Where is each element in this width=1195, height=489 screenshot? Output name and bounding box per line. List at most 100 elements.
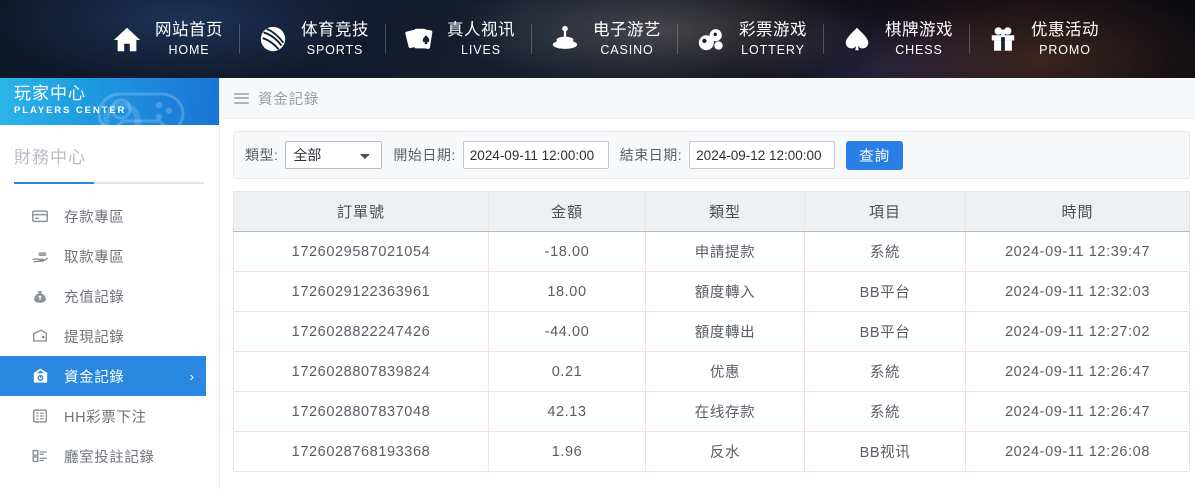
end-date-label: 結束日期: (619, 147, 683, 163)
nav-item-lives[interactable]: 真人视讯 LIVES (386, 11, 531, 67)
cell-time: 2024-09-11 12:26:08 (965, 431, 1190, 472)
sports-icon (256, 22, 290, 56)
nav-item-label-cn: 优惠活动 (1031, 21, 1099, 40)
cell-item: BB平台 (804, 271, 966, 312)
nav-item-label-cn: 电子游艺 (593, 21, 661, 40)
records-table-wrapper: 訂單號 金額 類型 項目 時間 1726029587021054 -18.00 申請提款 系統… (233, 191, 1190, 472)
nav-item-home[interactable]: 网站首页 HOME (94, 11, 239, 67)
wallet-icon (30, 326, 50, 346)
cell-item: BB视讯 (804, 431, 966, 472)
nav-item-label-en: LOTTERY (741, 42, 805, 57)
cell-amount: 0.21 (488, 351, 646, 392)
nav-item-label-cn: 棋牌游戏 (885, 21, 953, 40)
nav-item-chess[interactable]: 棋牌游戏 CHESS (824, 11, 969, 67)
cards-icon (402, 22, 436, 56)
table-row[interactable]: 1726028807839824 0.21 优惠 系統 2024-09-11 12:26… (233, 351, 1190, 392)
cell-item: 系統 (804, 391, 966, 432)
sidebar-item-2[interactable]: 充值記錄› (0, 276, 219, 316)
end-date-input[interactable] (689, 141, 836, 169)
nav-separator (677, 24, 678, 54)
cell-order: 1726029122363961 (233, 271, 489, 312)
table-header-cell: 時間 (965, 191, 1190, 232)
sidebar-item-0[interactable]: 存款專區› (0, 196, 219, 236)
nav-item-label-cn: 网站首页 (155, 21, 223, 40)
sidebar-item-label: 玩家投注報表 (64, 486, 155, 489)
table-row[interactable]: 1726029122363961 18.00 額度轉入 BB平台 2024-09-11 … (233, 271, 1190, 312)
sidebar-item-6[interactable]: 廳室投註記錄› (0, 436, 219, 476)
nav-item-label-cn: 彩票游戏 (739, 21, 807, 40)
cell-item: 系統 (804, 231, 966, 272)
cell-order: 1726028807837048 (233, 391, 489, 432)
sidebar-item-4[interactable]: 資金記錄 › (0, 356, 206, 396)
nav-item-sports[interactable]: 体育竞技 SPORTS (240, 11, 385, 67)
nav-item-casino[interactable]: 电子游艺 CASINO (532, 11, 677, 67)
nav-item-label-en: CASINO (600, 42, 654, 57)
breadcrumb-title: 資金記錄 (258, 91, 320, 108)
nav-item-label-cn: 体育竞技 (301, 21, 369, 40)
top-nav-items: 网站首页 HOME 体育竞技 SPORTS 真人视讯 LIVES 电子游艺 CASINO 彩票游… (94, 11, 1115, 67)
sidebar-item-label: 廳室投註記錄 (64, 449, 155, 466)
cell-item: BB平台 (804, 311, 966, 352)
table-row[interactable]: 1726029587021054 -18.00 申請提款 系統 2024-09-11 1… (233, 231, 1190, 272)
sidebar-title-cn: 玩家中心 (14, 84, 86, 103)
nav-item-text: 真人视讯 LIVES (447, 21, 515, 56)
table-header-cell: 類型 (645, 191, 805, 232)
nav-item-label-en: LIVES (461, 42, 501, 57)
nav-item-promo[interactable]: 优惠活动 PROMO (970, 11, 1115, 67)
casino-icon (548, 22, 582, 56)
table-header-cell: 項目 (804, 191, 966, 232)
type-select[interactable]: 全部 (285, 141, 383, 169)
nav-item-lottery[interactable]: 彩票游戏 LOTTERY (678, 11, 823, 67)
nav-separator (969, 24, 970, 54)
sidebar-item-label: 存款專區 (64, 209, 125, 226)
cell-time: 2024-09-11 12:26:47 (965, 391, 1190, 432)
nav-separator (385, 24, 386, 54)
cell-type: 反水 (645, 431, 805, 472)
cell-time: 2024-09-11 12:32:03 (965, 271, 1190, 312)
sidebar-item-1[interactable]: 取款專區› (0, 236, 219, 276)
sidebar-item-7[interactable]: 玩家投注報表› (0, 476, 219, 489)
cell-order: 1726028822247426 (233, 311, 489, 352)
chess-icon (840, 22, 874, 56)
cell-type: 申請提款 (645, 231, 805, 272)
cell-amount: -44.00 (488, 311, 646, 352)
sidebar-item-label: HH彩票下注 (64, 409, 147, 426)
nav-item-label-en: PROMO (1039, 42, 1091, 57)
nav-item-text: 体育竞技 SPORTS (301, 21, 369, 56)
table-row[interactable]: 1726028768193368 1.96 反水 BB视讯 2024-09-11 12:… (233, 431, 1190, 472)
safe-box-icon (30, 366, 50, 386)
nav-item-text: 网站首页 HOME (155, 21, 223, 56)
table-row[interactable]: 1726028807837048 42.13 在线存款 系統 2024-09-11 12… (233, 391, 1190, 432)
table-head: 訂單號 金額 類型 項目 時間 (233, 191, 1190, 232)
start-date-label: 開始日期: (393, 147, 456, 163)
sidebar-menu: 存款專區›取款專區›充值記錄›提現記錄›資金記錄›HH彩票下注›廳室投註記錄›玩… (0, 190, 219, 489)
cell-amount: 18.00 (488, 271, 646, 312)
cell-amount: 42.13 (488, 391, 646, 432)
nav-item-label-en: CHESS (895, 42, 943, 57)
circle-watermark-icon (103, 102, 141, 125)
hamburger-icon[interactable] (234, 92, 249, 104)
sidebar-item-label: 充值記錄 (64, 289, 125, 306)
sidebar-header: 玩家中心 PLAYERS CENTER (0, 78, 219, 125)
nav-item-label-en: HOME (168, 42, 210, 57)
money-bag-icon (30, 286, 50, 306)
table-row[interactable]: 1726028822247426 -44.00 額度轉出 BB平台 2024-09-11… (233, 311, 1190, 352)
nav-separator (531, 24, 532, 54)
query-button[interactable]: 查詢 (846, 140, 904, 170)
cell-order: 1726028807839824 (233, 351, 489, 392)
cell-time: 2024-09-11 12:39:47 (965, 231, 1190, 272)
cell-type: 在线存款 (645, 391, 805, 432)
page-body: 玩家中心 PLAYERS CENTER 財務中心 存款專區›取款專區›充值記錄›… (0, 78, 1195, 489)
sidebar-item-5[interactable]: HH彩票下注› (0, 396, 219, 436)
cell-order: 1726028768193368 (233, 431, 489, 472)
sidebar-item-3[interactable]: 提現記錄› (0, 316, 219, 356)
sidebar-item-label: 提現記錄 (64, 329, 125, 346)
cell-type: 額度轉出 (645, 311, 805, 352)
nav-item-text: 电子游艺 CASINO (593, 21, 661, 56)
nav-item-text: 彩票游戏 LOTTERY (739, 21, 807, 56)
credit-card-icon (30, 206, 50, 226)
start-date-input[interactable] (462, 141, 609, 169)
chevron-right-icon: › (189, 368, 194, 384)
cell-time: 2024-09-11 12:27:02 (965, 311, 1190, 352)
